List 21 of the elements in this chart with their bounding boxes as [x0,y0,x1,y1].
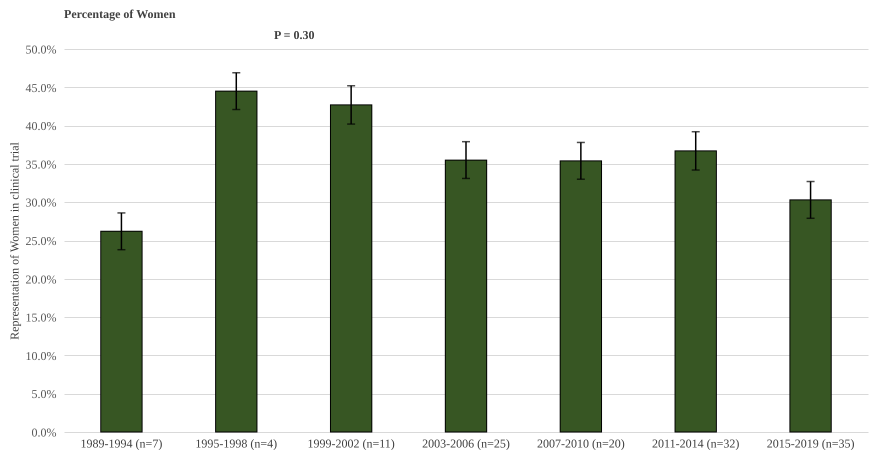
x-tick-label: 2007-2010 (n=20) [536,436,625,450]
chart-title: Percentage of Women [64,7,176,21]
y-tick-label: 40.0% [26,119,56,134]
x-tick-label: 1989-1994 (n=7) [80,436,162,450]
text: P = 0.30 [274,28,315,42]
y-tick-label: 5.0% [32,387,56,402]
y-tick-label: 45.0% [26,80,56,95]
x-tick-label: 2011-2014 (n=32) [652,436,740,450]
x-tick-label: 2003-2006 (n=25) [422,436,510,450]
y-tick-label: 50.0% [26,42,56,56]
x-tick-label: 2015-2019 (n=35) [766,436,854,450]
y-tick-label: 25.0% [26,234,56,248]
x-tick-label: 1999-2002 (n=11) [307,436,395,450]
y-tick-label: 30.0% [26,196,56,210]
y-tick-label: 35.0% [26,157,56,172]
x-tick-label: 1995-1998 (n=4) [195,436,278,450]
y-tick-label: 10.0% [26,348,56,363]
y-tick-label: 0.0% [32,426,56,440]
y-axis-title: Representation of Women in clinical trial [8,141,22,340]
y-tick-label: 15.0% [26,310,56,325]
y-tick-label: 20.0% [26,272,56,286]
